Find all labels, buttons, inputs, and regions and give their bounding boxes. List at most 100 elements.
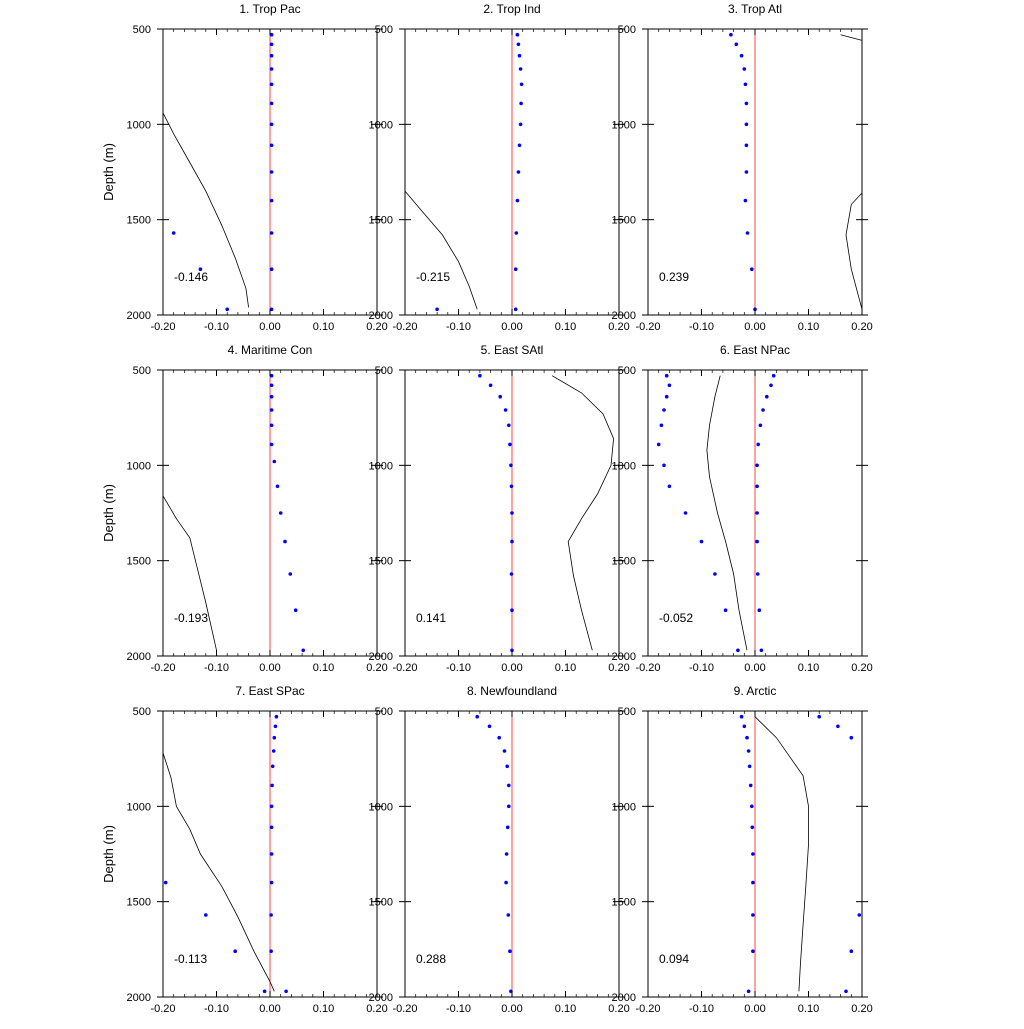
panel-title: 4. Maritime Con [228, 343, 313, 357]
y-tick-label: 2000 [612, 310, 636, 322]
data-point [269, 143, 274, 148]
x-tick-label: -0.10 [446, 1003, 471, 1015]
data-point [667, 484, 672, 489]
data-point [269, 67, 274, 71]
data-point [475, 714, 480, 719]
panel-4: -0.20 -0.10 0.00 0.10 0.20 500 1000 1500 2000 4. … [101, 343, 388, 674]
data-point [262, 989, 267, 994]
x-tick-label: 0.20 [366, 1003, 387, 1015]
data-point [510, 608, 514, 612]
x-tick-label: -0.10 [689, 321, 714, 333]
data-point [756, 442, 760, 447]
data-point [750, 267, 754, 272]
data-point [514, 231, 519, 235]
data-point [488, 383, 493, 388]
data-point [743, 82, 748, 87]
panel-value-label: -0.146 [174, 270, 208, 284]
panel-5: -0.20 -0.10 0.00 0.10 0.20 500 1000 1500 2000 5. … [369, 343, 630, 674]
data-point [699, 539, 704, 544]
data-point [745, 735, 749, 740]
data-point [746, 989, 751, 994]
panel-title: 5. East SAtl [481, 343, 544, 357]
data-point [271, 749, 276, 753]
data-point [748, 783, 753, 788]
data-point [171, 231, 176, 235]
data-point [269, 394, 274, 399]
data-point [272, 459, 277, 464]
y-tick-label: 1500 [612, 897, 636, 909]
panel-value-label: -0.215 [416, 270, 450, 284]
data-point [233, 949, 237, 953]
x-tick-label: 0.00 [744, 662, 765, 674]
y-tick-label: 500 [133, 24, 151, 36]
profile-curve-2 [845, 192, 863, 310]
y-tick-label: 2000 [369, 992, 393, 1004]
panel-7: -0.20 -0.10 0.00 0.10 0.20 500 1000 1500 2000 7. … [101, 684, 388, 1015]
data-point [283, 539, 287, 544]
data-point [508, 442, 512, 447]
data-point [198, 267, 203, 272]
data-point [755, 572, 760, 576]
data-point [519, 82, 524, 87]
x-tick-label: -0.20 [392, 662, 417, 674]
y-axis-label: Depth (m) [101, 484, 116, 542]
data-point [269, 373, 274, 378]
y-tick-label: 1000 [612, 460, 636, 472]
profile-curve-1 [706, 375, 748, 651]
data-point [746, 749, 751, 753]
data-point [755, 511, 759, 515]
data-point [269, 101, 274, 106]
data-point [269, 383, 274, 388]
y-tick-label: 2000 [127, 651, 151, 663]
data-point [497, 735, 502, 740]
data-point [507, 423, 511, 428]
y-tick-label: 2000 [612, 651, 636, 663]
y-tick-label: 500 [618, 706, 636, 718]
panel-title: 3. Trop Atl [728, 2, 782, 16]
data-point [478, 373, 482, 378]
data-point [510, 539, 514, 544]
y-tick-label: 500 [133, 706, 151, 718]
y-tick-label: 1000 [612, 801, 636, 813]
x-tick-label: 0.00 [259, 662, 280, 674]
y-tick-label: 1000 [612, 119, 636, 131]
data-point [755, 484, 759, 489]
data-point [515, 32, 520, 37]
data-point [505, 825, 510, 830]
data-point [516, 170, 521, 174]
panel-title: 7. East SPac [235, 684, 304, 698]
panel-9: -0.20 -0.10 0.00 0.10 0.20 500 1000 1500 2000 9. … [612, 684, 873, 1015]
y-tick-label: 500 [618, 24, 636, 36]
x-tick-label: 0.10 [798, 321, 819, 333]
data-point [769, 383, 773, 388]
x-tick-label: -0.10 [689, 1003, 714, 1015]
data-point [713, 572, 717, 576]
panel-value-label: 0.094 [659, 952, 689, 966]
data-point [513, 267, 518, 272]
x-tick-label: 0.20 [851, 1003, 872, 1015]
x-tick-label: -0.10 [446, 662, 471, 674]
data-point [747, 764, 752, 769]
data-point [269, 307, 274, 312]
data-point [518, 67, 523, 71]
y-tick-label: 500 [133, 365, 151, 377]
data-point [269, 949, 273, 953]
x-tick-label: -0.10 [204, 321, 229, 333]
data-point [515, 198, 520, 203]
data-point [270, 764, 275, 769]
x-tick-label: 0.10 [555, 1003, 576, 1015]
y-tick-label: 1500 [612, 215, 636, 227]
data-point [734, 42, 739, 47]
data-point [435, 307, 439, 312]
data-point [506, 913, 511, 917]
x-tick-label: 0.10 [313, 321, 334, 333]
x-tick-label: -0.20 [150, 1003, 175, 1015]
y-tick-label: 1000 [369, 119, 393, 131]
x-tick-label: 0.20 [608, 1003, 629, 1015]
data-point [659, 423, 664, 428]
data-point [759, 648, 764, 653]
x-tick-label: -0.20 [635, 662, 660, 674]
data-point [744, 143, 749, 148]
data-point [755, 539, 759, 544]
